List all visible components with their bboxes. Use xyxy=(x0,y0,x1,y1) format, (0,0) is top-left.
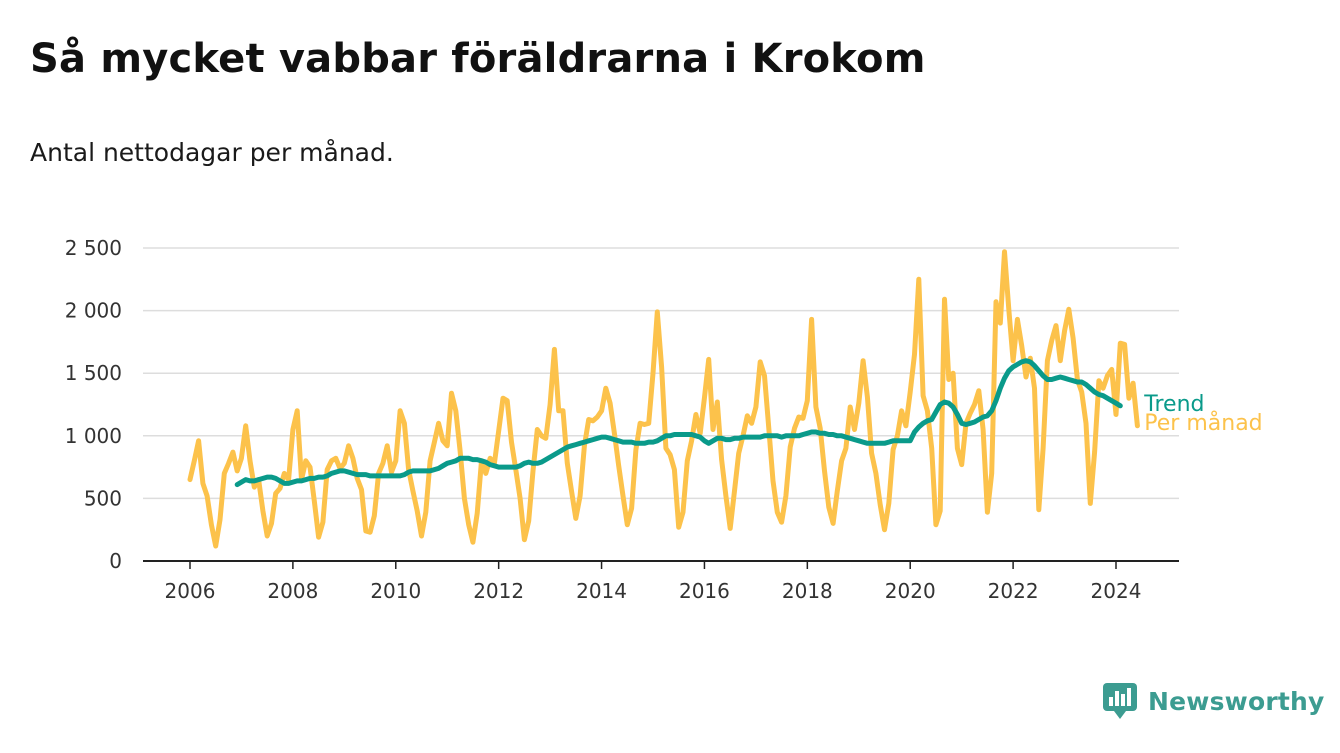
y-tick-label: 1 000 xyxy=(65,424,122,448)
x-tick-label: 2014 xyxy=(576,579,627,603)
chart-subtitle: Antal nettodagar per månad. xyxy=(30,138,394,167)
x-tick-label: 2012 xyxy=(473,579,524,603)
y-tick-label: 2 500 xyxy=(65,236,122,260)
x-tick-label: 2024 xyxy=(1091,579,1142,603)
newsworthy-brand[interactable]: Newsworthy xyxy=(1102,682,1325,720)
y-tick-label: 1 500 xyxy=(65,361,122,385)
y-axis-ticks: 0 500 1 000 1 500 2 000 2 500 xyxy=(65,236,122,573)
brand-name: Newsworthy xyxy=(1148,686,1325,716)
x-tick-label: 2006 xyxy=(165,579,216,603)
x-tick-label: 2008 xyxy=(267,579,318,603)
bar-chart-logo-icon xyxy=(1103,683,1137,719)
x-tick-label: 2010 xyxy=(370,579,421,603)
x-tick-label: 2018 xyxy=(782,579,833,603)
y-tick-label: 2 000 xyxy=(65,299,122,323)
x-tick-label: 2016 xyxy=(679,579,730,603)
series-line-per-manad xyxy=(187,249,1140,549)
series-label-per-manad: Per månad xyxy=(1144,410,1262,436)
series-line-trend xyxy=(234,358,1123,488)
series-label-trend: Trend xyxy=(1143,392,1204,417)
x-tick-label: 2022 xyxy=(988,579,1039,603)
chart-title: Så mycket vabbar föräldrarna i Krokom xyxy=(30,36,926,82)
x-tick-label: 2020 xyxy=(885,579,936,603)
y-tick-label: 500 xyxy=(84,486,122,510)
y-tick-label: 0 xyxy=(109,549,122,573)
x-axis-ticks: 2006 2008 2010 2012 2014 2016 2018 2020 2022 2024 xyxy=(143,560,1179,603)
